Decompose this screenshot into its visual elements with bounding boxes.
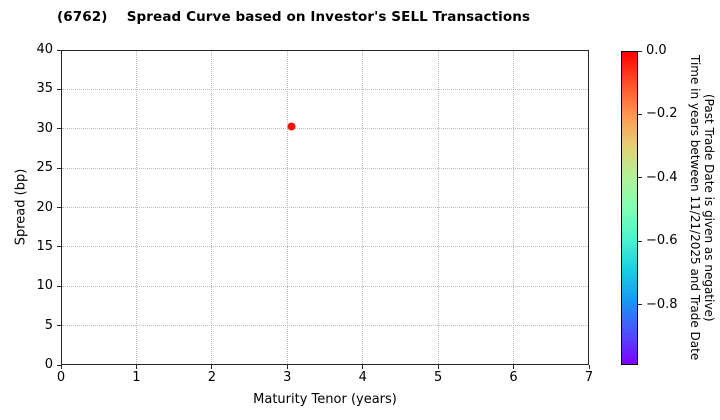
y-tick-label: 10 xyxy=(36,278,53,294)
colorbar-tick-label: −0.6 xyxy=(646,233,678,249)
x-tick-mark xyxy=(362,365,364,369)
y-tick-label: 20 xyxy=(36,199,53,215)
x-tick-mark xyxy=(437,365,439,369)
x-tick-label: 2 xyxy=(207,370,216,385)
y-tick-mark xyxy=(57,364,61,366)
colorbar xyxy=(621,51,638,365)
colorbar-tick-label: −0.2 xyxy=(646,106,678,122)
x-tick-label: 4 xyxy=(358,370,367,385)
x-tick-label: 7 xyxy=(584,370,594,385)
chart-title: (6762) Spread Curve based on Investor's … xyxy=(57,9,531,25)
gridline-y xyxy=(62,167,588,169)
y-tick-label: 15 xyxy=(36,238,53,254)
x-tick-mark xyxy=(588,365,590,369)
y-tick-label: 35 xyxy=(36,81,53,97)
gridline-y xyxy=(62,246,588,248)
colorbar-tick-mark xyxy=(638,113,642,115)
y-tick-label: 0 xyxy=(44,357,53,372)
colorbar-tick-mark xyxy=(638,177,642,179)
x-axis-label: Maturity Tenor (years) xyxy=(253,392,397,407)
y-tick-label: 30 xyxy=(36,120,53,136)
y-tick-label: 40 xyxy=(36,42,53,57)
x-tick-label: 0 xyxy=(56,370,66,385)
y-tick-mark xyxy=(57,325,61,327)
y-tick-mark xyxy=(57,285,61,287)
x-tick-mark xyxy=(513,365,515,369)
colorbar-tick-mark xyxy=(638,50,642,52)
y-tick-label: 25 xyxy=(36,160,53,176)
gridline-y xyxy=(62,88,588,90)
colorbar-tick-label: −0.4 xyxy=(646,169,678,185)
y-tick-mark xyxy=(57,167,61,169)
x-tick-label: 1 xyxy=(132,370,141,385)
colorbar-label-line1: Time in years between 11/21/2025 and Tra… xyxy=(688,55,702,361)
colorbar-tick-mark xyxy=(638,304,642,306)
x-tick-mark xyxy=(211,365,213,369)
y-tick-mark xyxy=(57,88,61,90)
gridline-y xyxy=(62,128,588,130)
colorbar-tick-label: 0.0 xyxy=(646,43,667,58)
colorbar-tick-mark xyxy=(638,240,642,242)
gridline-y xyxy=(62,285,588,287)
colorbar-tick-label: −0.8 xyxy=(646,296,678,312)
gridline-y xyxy=(62,207,588,208)
y-tick-mark xyxy=(57,246,61,248)
colorbar-label: Time in years between 11/21/2025 and Tra… xyxy=(688,51,716,365)
x-tick-label: 3 xyxy=(283,370,292,385)
gridline-y xyxy=(62,325,588,327)
y-tick-label: 5 xyxy=(44,317,53,333)
data-point xyxy=(287,122,295,130)
x-tick-mark xyxy=(60,365,62,369)
x-tick-mark xyxy=(135,365,137,369)
x-tick-label: 5 xyxy=(434,370,443,385)
y-tick-mark xyxy=(57,207,61,208)
x-tick-mark xyxy=(286,365,288,369)
y-tick-mark xyxy=(57,128,61,130)
y-tick-mark xyxy=(57,49,61,51)
x-tick-label: 6 xyxy=(509,370,518,385)
colorbar-label-line2: (Past Trade Date is given as negative) xyxy=(702,94,716,322)
